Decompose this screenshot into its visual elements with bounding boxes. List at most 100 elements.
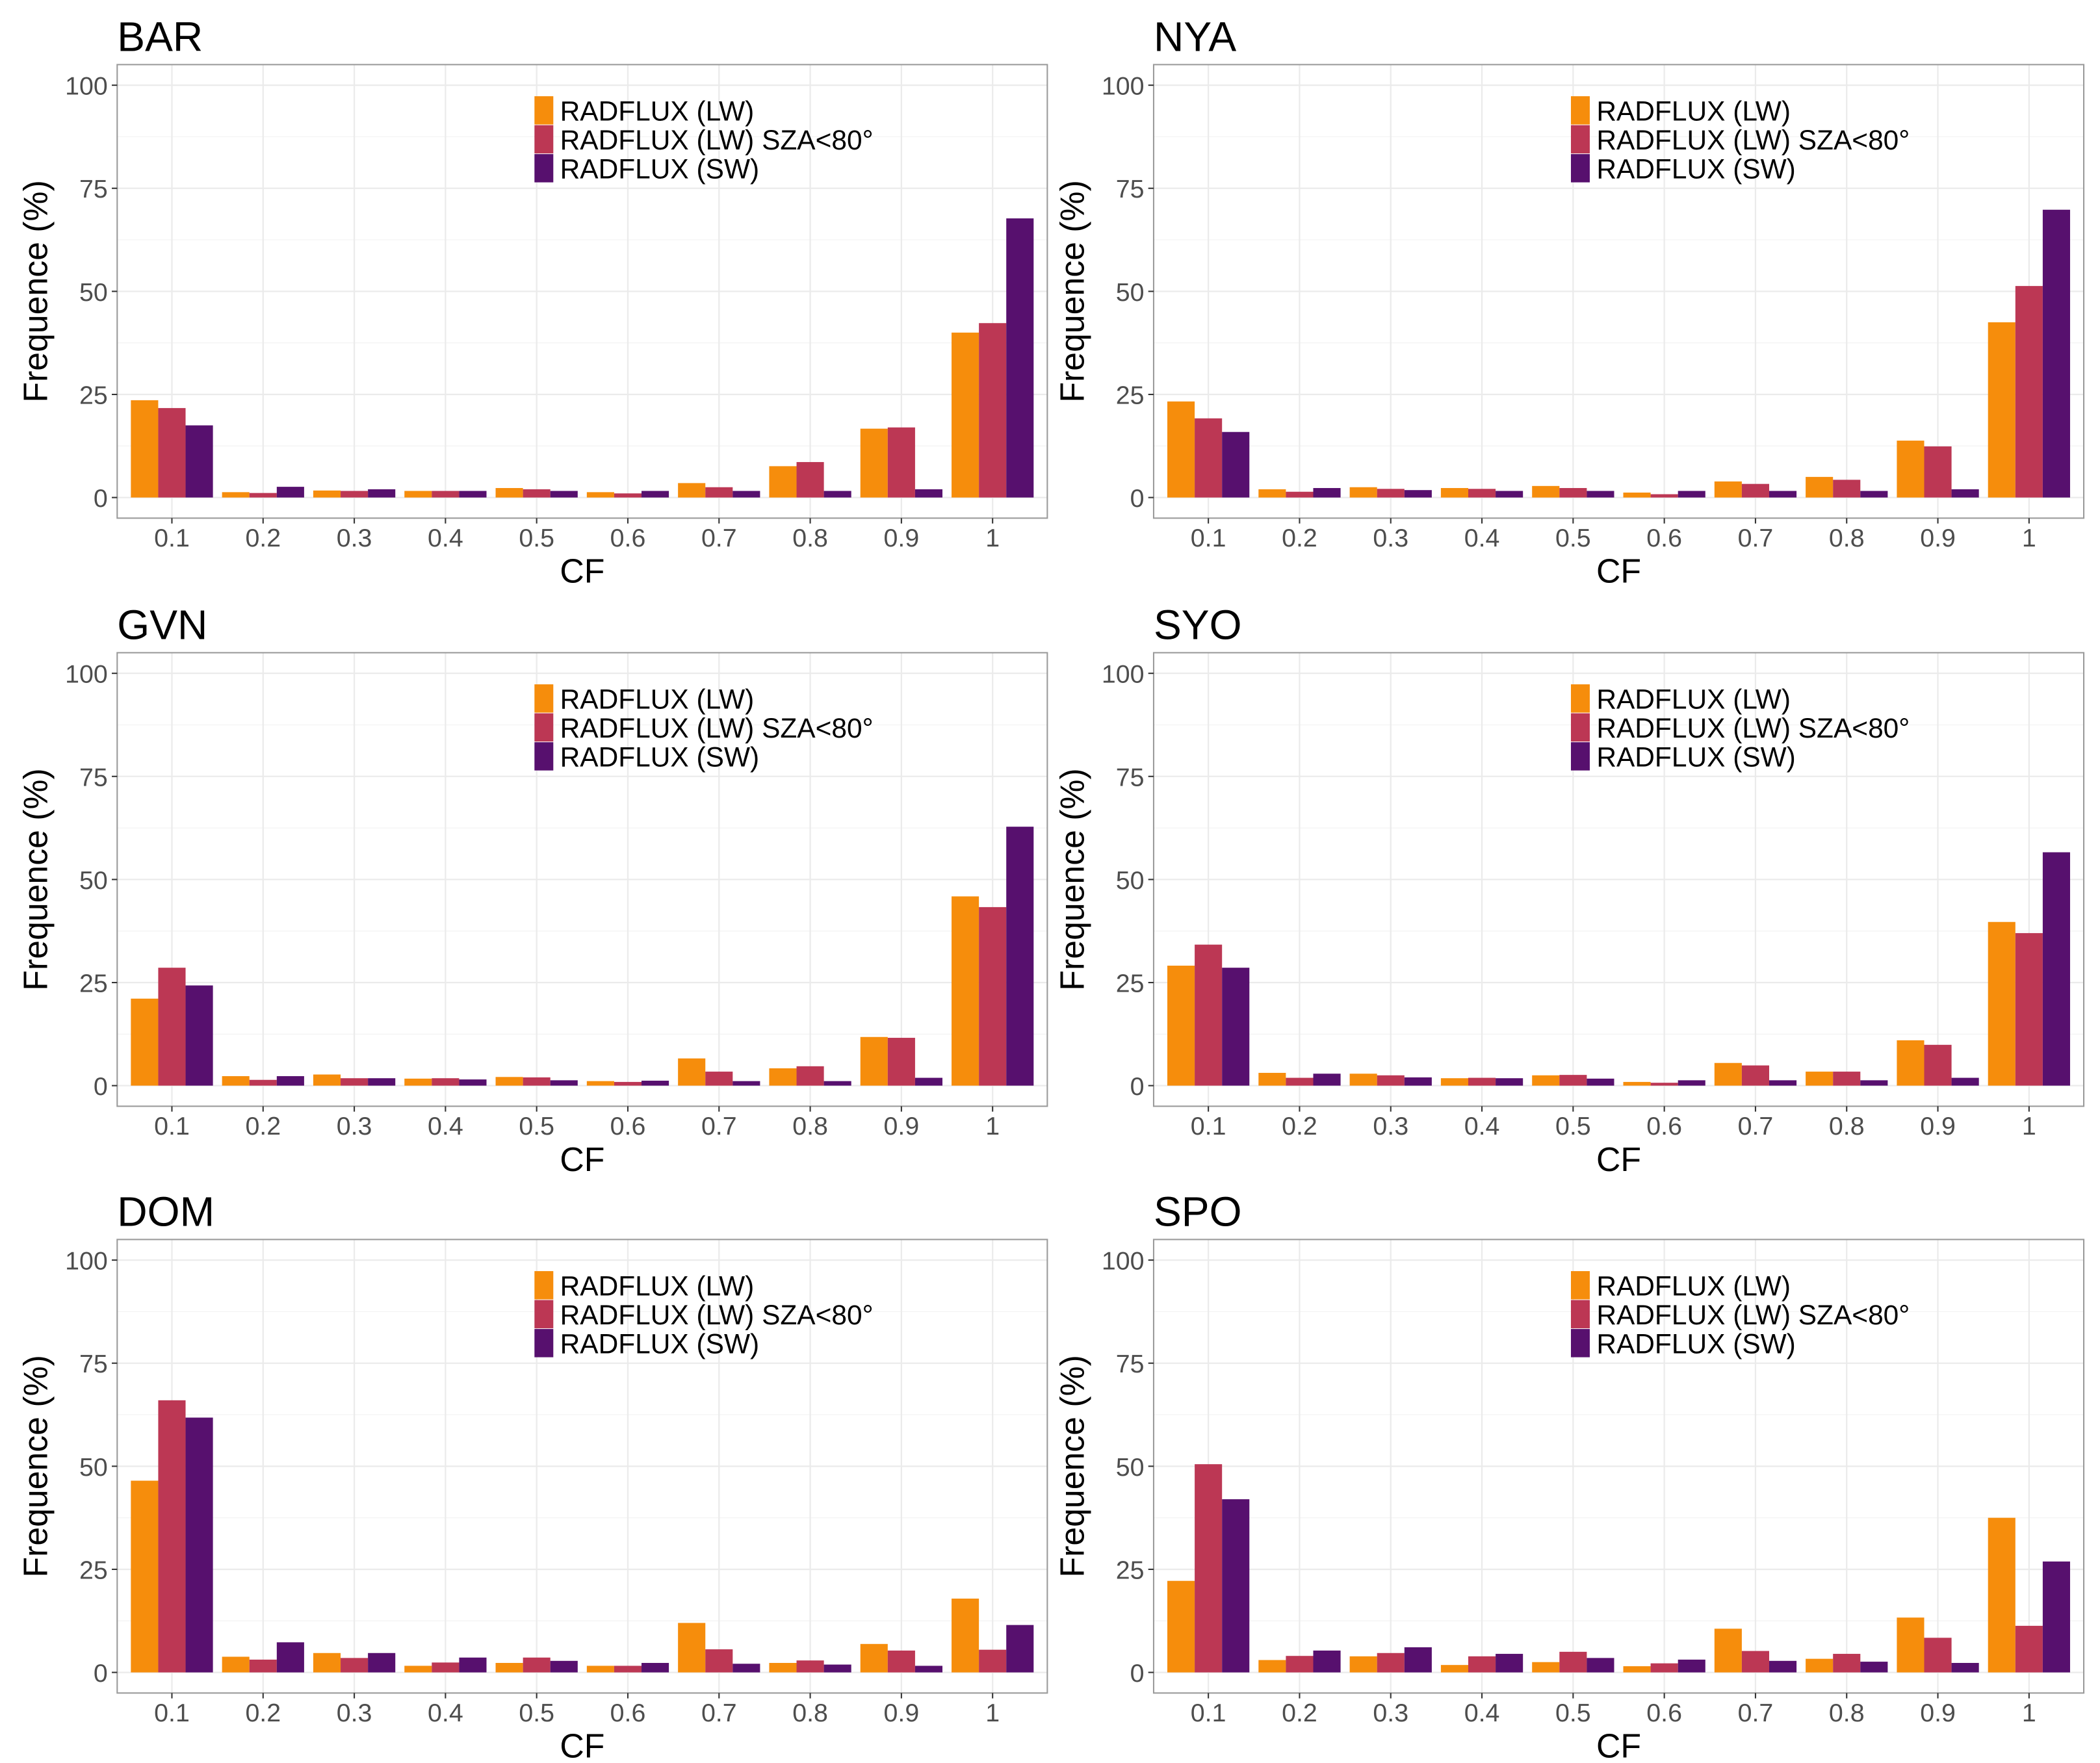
bar-dom-s1-0.5 [523,1657,551,1673]
x-tick-label: 0.7 [701,1112,737,1140]
bar-spo-s0-0.8 [1806,1658,1834,1673]
bar-bar-s2-0.4 [459,491,487,498]
x-tick-label: 0.6 [610,1112,646,1140]
bar-bar-s2-0.2 [276,487,304,498]
bar-bar-s1-0.8 [796,462,824,498]
bar-dom-s0-0.5 [495,1662,523,1673]
bar-nya-s2-0.4 [1496,491,1523,498]
legend-swatch [1570,742,1590,771]
bar-bar-s0-0.4 [404,491,432,498]
x-tick-label: 0.9 [1920,524,1956,552]
bar-bar-s2-0.1 [185,425,213,498]
legend-swatch [1570,154,1590,183]
x-tick-label: 0.7 [701,524,737,552]
legend-swatch [534,1329,554,1358]
bar-nya-s1-0.9 [1924,446,1952,498]
bar-nya-s0-0.1 [1167,401,1195,498]
x-tick-label: 0.3 [1373,524,1408,552]
bar-nya-s2-0.6 [1678,491,1705,498]
y-tick-label: 0 [1130,1072,1145,1101]
bar-spo-s2-1 [2042,1561,2070,1673]
x-tick-label: 0.5 [519,1112,554,1140]
bar-bar-s1-0.7 [705,487,733,498]
y-tick-label: 25 [79,381,108,409]
bar-spo-s1-0.9 [1924,1638,1952,1673]
y-tick-label: 25 [1116,970,1145,998]
legend-label: RADFLUX (LW) [560,684,755,714]
legend: RADFLUX (LW)RADFLUX (LW) SZA<80°RADFLUX … [1570,684,1910,772]
bar-dom-s1-1 [979,1649,1007,1673]
bar-dom-s1-0.6 [614,1666,642,1673]
legend-label: RADFLUX (LW) [1596,1270,1791,1301]
bar-nya-s0-0.3 [1349,487,1377,498]
y-tick-label: 75 [1116,1350,1145,1378]
y-tick-label: 50 [79,866,108,895]
bar-dom-s0-0.9 [860,1643,888,1673]
bar-syo-s0-0.4 [1440,1078,1468,1086]
bar-nya-s2-0.1 [1222,431,1250,498]
bar-dom-s0-0.7 [678,1623,706,1673]
y-tick-label: 100 [1102,1247,1145,1276]
x-tick-label: 0.6 [610,1699,646,1727]
bar-gvn-s0-0.9 [860,1036,888,1086]
x-tick-label: 0.4 [1464,1112,1500,1140]
bar-gvn-s0-0.5 [495,1077,523,1086]
bar-nya-s0-0.5 [1532,485,1560,498]
legend-label: RADFLUX (LW) SZA<80° [1596,1300,1910,1330]
bar-gvn-s1-1 [979,907,1007,1086]
x-tick-label: 0.7 [1738,524,1774,552]
y-tick-label: 100 [65,72,108,101]
legend-label: RADFLUX (LW) [1596,96,1791,126]
x-axis-label: CF [1596,552,1641,590]
bar-syo-s0-0.3 [1349,1074,1377,1086]
y-tick-label: 0 [94,1072,108,1101]
bar-dom-s2-0.6 [642,1662,669,1673]
bar-bar-s0-0.3 [313,490,341,498]
x-tick-label: 1 [985,1112,1000,1140]
bar-syo-s0-1 [1988,921,2016,1086]
bar-syo-s0-0.7 [1714,1062,1742,1086]
bar-spo-s2-0.4 [1496,1654,1523,1673]
bar-gvn-s2-0.3 [368,1078,396,1086]
x-tick-label: 0.9 [884,1699,920,1727]
panel-title: SPO [1154,1189,1242,1235]
bar-dom-s1-0.2 [249,1659,277,1673]
bar-dom-s0-0.1 [131,1480,159,1673]
bar-syo-s0-0.6 [1623,1081,1651,1086]
bar-gvn-s0-0.4 [404,1078,432,1086]
legend: RADFLUX (LW)RADFLUX (LW) SZA<80°RADFLUX … [534,684,874,772]
x-tick-label: 0.4 [428,1112,463,1140]
y-tick-label: 75 [1116,175,1145,203]
bar-syo-s2-0.3 [1404,1077,1432,1086]
bar-spo-s2-0.2 [1313,1650,1341,1673]
x-tick-label: 1 [985,1699,1000,1727]
bar-dom-s2-1 [1006,1625,1034,1673]
bar-spo-s1-0.8 [1833,1654,1861,1673]
bar-gvn-s1-0.6 [614,1081,642,1086]
bar-syo-s2-1 [2042,852,2070,1086]
x-tick-label: 0.5 [1555,1112,1591,1140]
bar-gvn-s2-0.6 [642,1081,669,1086]
bar-gvn-s1-0.7 [705,1072,733,1086]
bar-bar-s0-0.8 [769,466,797,498]
bar-spo-s2-0.1 [1222,1499,1250,1673]
legend-swatch [534,742,554,771]
legend-label: RADFLUX (SW) [560,1328,760,1359]
y-tick-label: 50 [79,278,108,307]
panel-title: NYA [1154,14,1236,60]
legend-swatch [534,154,554,183]
legend-label: RADFLUX (SW) [560,153,760,184]
x-tick-label: 0.3 [337,1699,372,1727]
x-tick-label: 0.8 [1829,1699,1865,1727]
legend-swatch [1570,1329,1590,1358]
bar-bar-s2-0.6 [642,491,669,498]
y-tick-label: 100 [1102,72,1145,101]
bar-dom-s2-0.2 [276,1642,304,1673]
bar-syo-s2-0.5 [1587,1078,1614,1086]
x-tick-label: 0.3 [337,524,372,552]
bar-gvn-s1-0.4 [432,1078,460,1086]
legend-label: RADFLUX (SW) [560,741,760,772]
legend-label: RADFLUX (SW) [1596,1328,1795,1359]
bar-nya-s1-0.3 [1377,489,1405,498]
